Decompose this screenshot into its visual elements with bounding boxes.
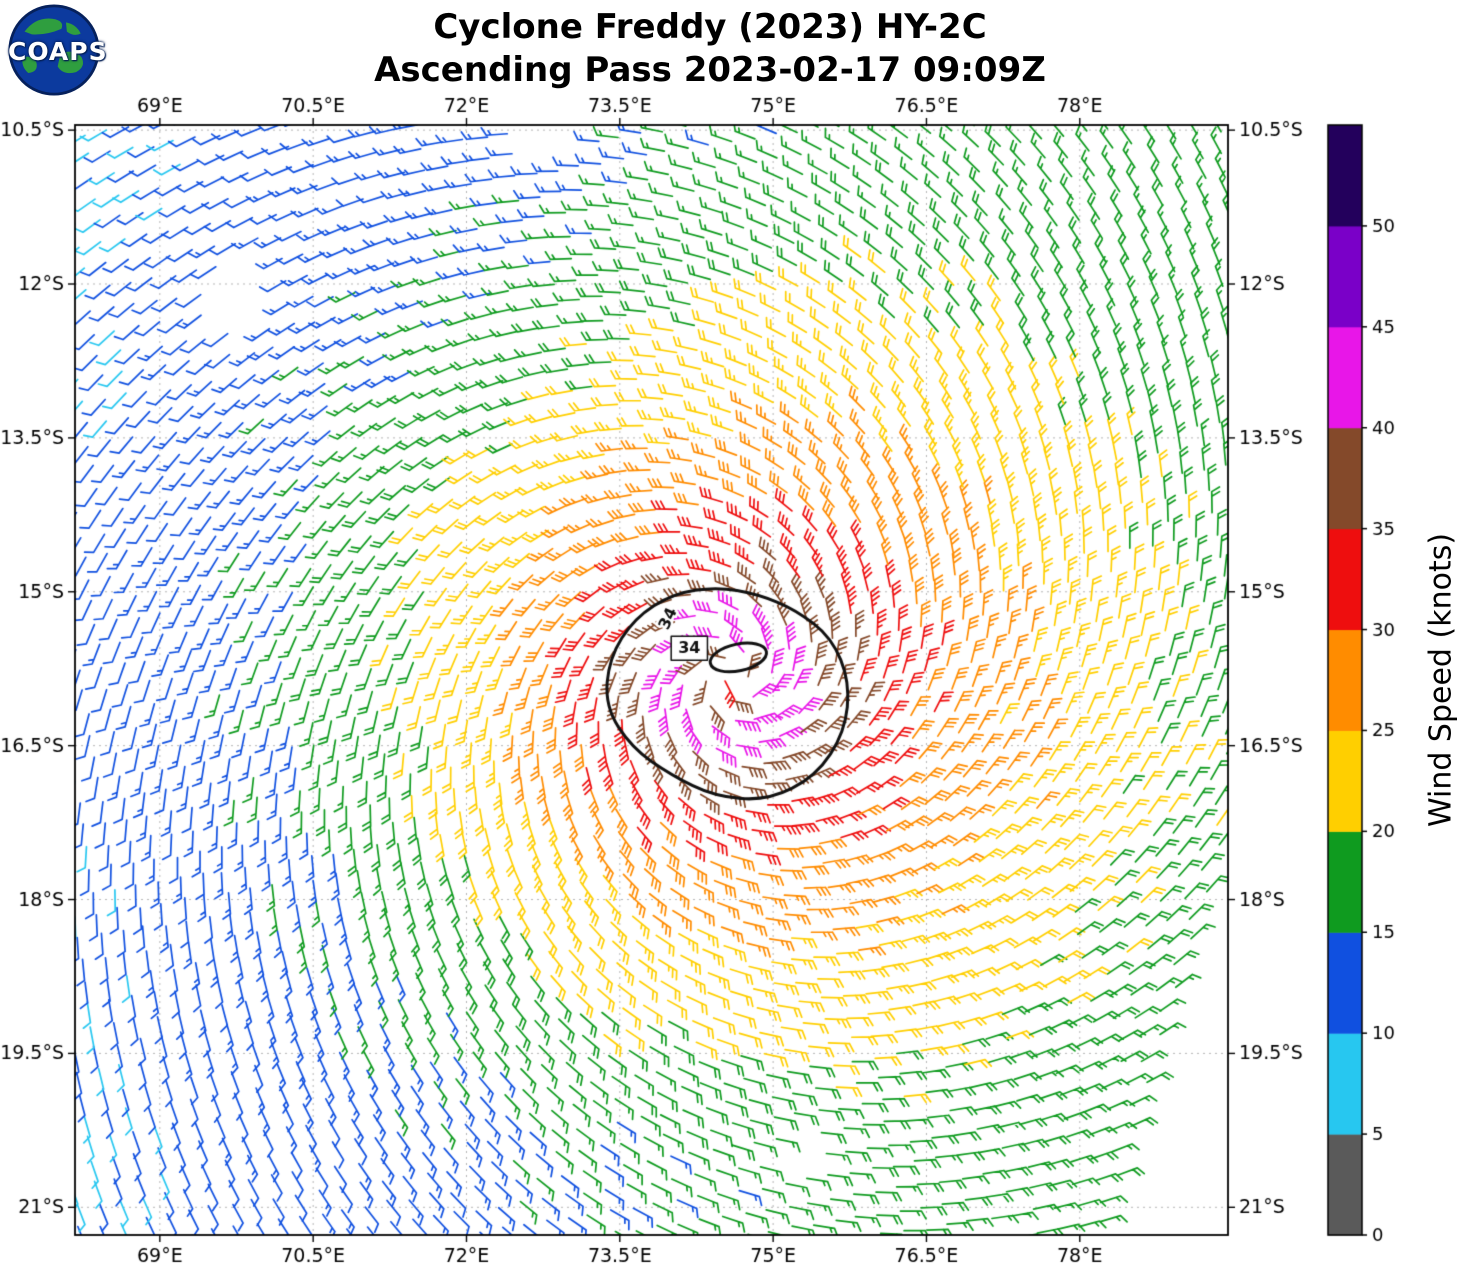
- chart-title: Cyclone Freddy (2023) HY-2C Ascending Pa…: [374, 6, 1046, 92]
- chart-title-line2: Ascending Pass 2023-02-17 09:09Z: [374, 49, 1046, 90]
- coaps-logo-text: COAPS: [8, 37, 108, 66]
- coaps-globe-icon: [8, 4, 100, 96]
- chart-title-line1: Cyclone Freddy (2023) HY-2C: [433, 7, 987, 47]
- colorbar-label: Wind Speed (knots): [1423, 532, 1459, 828]
- coaps-logo: COAPS: [8, 4, 108, 96]
